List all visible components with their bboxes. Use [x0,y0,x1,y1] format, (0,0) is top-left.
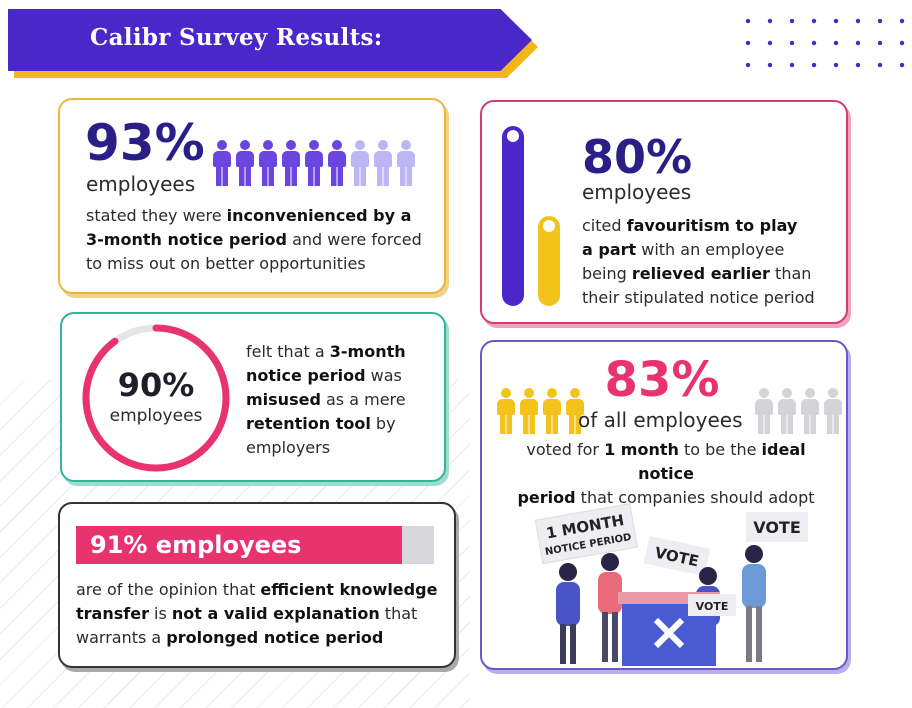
person-icon [258,140,277,188]
text-bold: misused [246,390,321,409]
text: voted for [526,440,604,459]
person-icon [800,388,819,436]
person-icon [212,140,231,188]
stat-description: are of the opinion that efficient knowle… [76,578,452,650]
text: as a mere [321,390,406,409]
text: to be the [679,440,762,459]
text-bold: 1 month [604,440,679,459]
text: felt that a [246,342,330,361]
text: was [366,366,402,385]
text-bold: not a valid explanation [172,604,380,623]
voting-illustration: 1 MONTH NOTICE PERIOD VOTE VOTE VOTE [522,500,812,668]
text-bold: favouritism to play [627,216,798,235]
text: their stipulated notice period [582,288,815,307]
stat-description: cited favouritism to play a part with an… [582,214,842,310]
person-icon [823,388,842,436]
sign-text: VOTE [753,518,801,537]
text-bold: prolonged notice period [166,628,383,647]
text-bold: 3-month notice period [86,230,287,249]
stat-description: stated they were inconvenienced by a 3-m… [86,204,436,276]
page-title: Calibr Survey Results: [90,24,383,51]
text: employers [246,438,330,457]
person-icon [396,140,415,188]
people-icons-grey [754,388,846,440]
person-icon [496,388,515,436]
person-icon [542,388,561,436]
text: to miss out on better opportunities [86,254,366,273]
text: with an employee [636,240,784,259]
stat-card-93: 93% employees stated they were inconveni… [58,98,446,294]
stat-card-83: 83% of all employees voted for 1 month t… [480,340,848,670]
text-bold: a part [582,240,636,259]
text-bold: transfer [76,604,149,623]
text: cited [582,216,627,235]
stat-card-91: 91% employees are of the opinion that ef… [58,502,456,668]
person-icon [350,140,369,188]
stat-unit: employees [582,180,691,204]
text: are of the opinion that [76,580,260,599]
stat-description: felt that a 3-month notice period was mi… [246,340,442,460]
text: than [770,264,811,283]
text: by [371,414,396,433]
text-bold: inconvenienced by a [227,206,412,225]
stat-value: 93% [85,114,205,172]
stat-unit: employees [86,172,195,196]
text-bold: efficient knowledge [260,580,437,599]
people-icons [212,140,419,192]
text-bold: notice period [246,366,366,385]
bar-label: 91% employees [90,531,301,559]
text: is [149,604,172,623]
stat-card-80: 80% employees cited favouritism to play … [480,100,848,324]
people-icons-yellow [496,388,588,440]
person-icon [235,140,254,188]
text: stated they were [86,206,227,225]
person-icon [373,140,392,188]
sign-text: VOTE [696,600,729,613]
person-icon [754,388,773,436]
bar-icon [496,120,566,312]
text-bold: retention tool [246,414,371,433]
person-icon [519,388,538,436]
stat-unit: of all employees [578,408,743,432]
stat-unit: employees [78,406,234,426]
person-icon [304,140,323,188]
text: that [380,604,418,623]
text: warrants a [76,628,166,647]
text-bold: relieved earlier [632,264,770,283]
person-icon [327,140,346,188]
text: and were forced [287,230,422,249]
stat-value: 80% [582,130,692,184]
stat-value: 90% [78,366,234,404]
stat-card-90: 90% employees felt that a 3-month notice… [60,312,446,482]
stat-value: 83% [592,352,732,408]
person-icon [281,140,300,188]
text: being [582,264,632,283]
text-bold: 3-month [330,342,406,361]
dot-pattern [737,10,907,84]
person-icon [777,388,796,436]
